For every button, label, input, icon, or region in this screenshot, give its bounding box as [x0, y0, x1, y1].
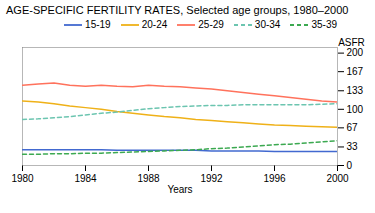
svg-text:133: 133	[347, 85, 364, 96]
html-text:15-19: 15-19	[85, 19, 111, 30]
svg-text:1988: 1988	[137, 173, 160, 184]
svg-text:167: 167	[347, 66, 364, 77]
svg-text:1992: 1992	[200, 173, 223, 184]
svg-text:1984: 1984	[74, 173, 97, 184]
svg-text:ASFR: ASFR	[338, 37, 365, 48]
html-text:20-24: 20-24	[141, 19, 168, 30]
svg-text:2000: 2000	[326, 173, 349, 184]
html-text:AGE-SPECIFIC FERTILITY RATES,: AGE-SPECIFIC FERTILITY RATES, Selected a…	[6, 4, 349, 16]
svg-text:100: 100	[347, 104, 364, 115]
svg-text:33: 33	[347, 141, 359, 152]
svg-text:Years: Years	[167, 184, 192, 195]
html-text:30-34: 30-34	[254, 19, 281, 30]
svg-text:1996: 1996	[263, 173, 286, 184]
html-text:35-39: 35-39	[311, 19, 337, 30]
svg-text:200: 200	[347, 47, 364, 58]
svg-text:67: 67	[347, 122, 359, 133]
svg-text:0: 0	[347, 160, 353, 171]
html-text:25-29: 25-29	[198, 19, 224, 30]
svg-text:1980: 1980	[11, 173, 34, 184]
